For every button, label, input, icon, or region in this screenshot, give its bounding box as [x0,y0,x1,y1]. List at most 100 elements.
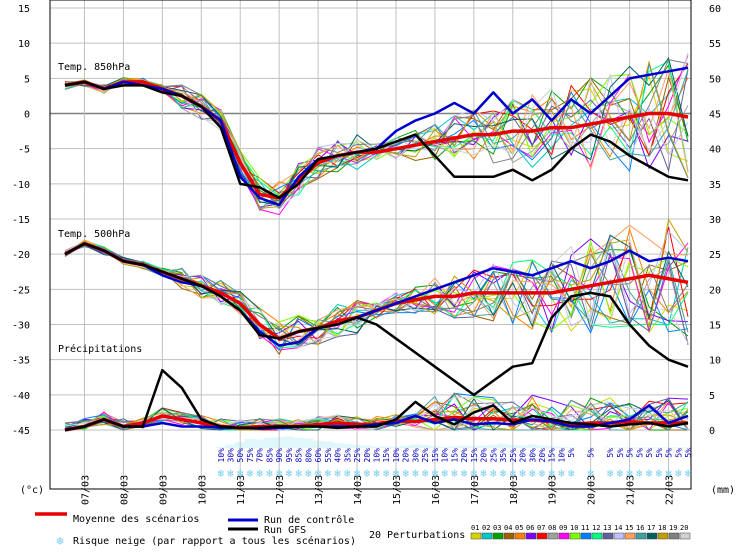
x-tick-label: 13/03 [314,475,325,505]
snow-band [556,446,567,448]
perturbation-number: 05 [515,524,523,532]
perturbation-line [64,393,689,431]
x-tick-label: 16/03 [431,475,442,505]
snow-risk-percent: 80% [304,448,313,463]
snow-risk-percent: 85% [295,448,304,463]
x-tick-label: 09/03 [158,475,169,505]
series-line [64,404,689,432]
snowflake-icon: ❄ [393,467,400,480]
right-tick-label: 0 [709,426,715,437]
perturbation-swatch [580,532,592,540]
right-tick-label: 50 [709,74,721,85]
perturbation-number: 12 [592,524,600,532]
perturbation-line [64,75,689,205]
x-tick-label: 14/03 [353,475,364,505]
snowflake-icon: ❄ [305,467,312,480]
snowflake-icon: ❄ [363,467,370,480]
snow-risk-percent: 60% [314,448,323,463]
snowflake-icon: ❄ [286,467,293,480]
right-tick-label: 35 [709,180,721,191]
snow-risk-percent: 70% [256,448,265,463]
perturbation-number: 07 [537,524,545,532]
perturbation-number: 13 [603,524,611,532]
snowflake-icon: ❄ [480,467,487,480]
legend-label-mean: Moyenne des scénarios [73,513,199,525]
perturbation-swatch [525,532,537,540]
perturbation-swatch [558,532,570,540]
right-tick-label: 45 [709,110,721,121]
snow-band [478,445,489,448]
snow-band [332,443,343,448]
snow-band [673,447,684,448]
left-axis-unit: (°c) [20,485,44,496]
snow-band [439,446,450,448]
snow-band [449,446,460,448]
left-tick-label: -20 [12,250,30,261]
snow-band [293,437,304,448]
right-tick-label: 30 [709,215,721,226]
snowflake-icon: ❄ [266,467,273,480]
snowflake-icon: ❄ [685,467,692,480]
perturbation-number: 01 [471,524,479,532]
snow-band [605,447,616,448]
snow-risk-percent: 5% [626,448,635,458]
perturbation-number: 09 [559,524,567,532]
snow-band [459,445,470,448]
snowflake-icon: ❄ [373,467,380,480]
snow-band [420,445,431,448]
snow-band [644,447,655,448]
snow-risk-percent: 5% [587,448,596,458]
snow-risk-percent: 35% [499,448,508,463]
snow-risk-percent: 10% [373,448,382,463]
snowflake-icon: ❄ [646,467,653,480]
left-tick-label: -5 [18,145,30,156]
legend: Moyenne des scénarios Run de contrôleRun … [35,512,691,548]
legend-label-perturbations: 20 Perturbations [369,530,465,541]
snow-risk-percent: 25% [421,448,430,463]
snow-risk-percent: 10% [557,448,566,463]
perturbation-line [64,73,689,210]
snow-risk-percent: 20% [519,448,528,463]
x-tick-label: 22/03 [665,475,676,505]
x-tick-label: 21/03 [626,475,637,505]
perturbation-line [64,239,689,349]
perturbation-number: 19 [669,524,677,532]
right-tick-label: 20 [709,285,721,296]
snow-risk-percent: 5% [635,448,644,458]
series-line [64,242,689,347]
snow-risk-percent: 20% [402,448,411,463]
snowflake-icon: ❄ [354,467,361,480]
perturbation-line [64,217,689,346]
perturbation-swatch [635,532,647,540]
snow-risk-percent: 95% [285,448,294,463]
snow-band [225,444,236,448]
series-line [64,368,689,432]
perturbation-number: 06 [526,524,534,532]
left-tick-label: -15 [12,215,30,226]
perturbation-line [64,396,689,431]
snowflake-icon: ❄ [295,467,302,480]
snow-risk-percent: 5% [665,448,674,458]
snow-risk-percent: 5% [606,448,615,458]
perturbation-swatch [613,532,625,540]
perturbation-line [64,241,689,351]
left-tick-label: 15 [18,4,30,15]
legend-label-snow: Risque neige (par rapport a tous les scé… [73,535,356,547]
snow-band [634,447,645,448]
snow-risk-percent: 30% [226,448,235,463]
snowflake-icon: ❄ [529,467,536,480]
legend-label-gfs: Run GFS [264,525,306,536]
snowflake-icon: ❄ [432,467,439,480]
x-tick-label: 10/03 [197,475,208,505]
snow-band [283,436,294,448]
perturbation-line [64,56,689,206]
snowflake-icon: ❄ [675,467,682,480]
snowflake-icon: ❄ [383,467,390,480]
snowflake-icon: ❄ [519,467,526,480]
snowflake-icon: ❄ [548,467,555,480]
legend-label-control: Run de contrôle [264,514,354,526]
perturbation-number: 08 [548,524,556,532]
snow-band [536,445,547,448]
perturbation-number: 03 [493,524,501,532]
